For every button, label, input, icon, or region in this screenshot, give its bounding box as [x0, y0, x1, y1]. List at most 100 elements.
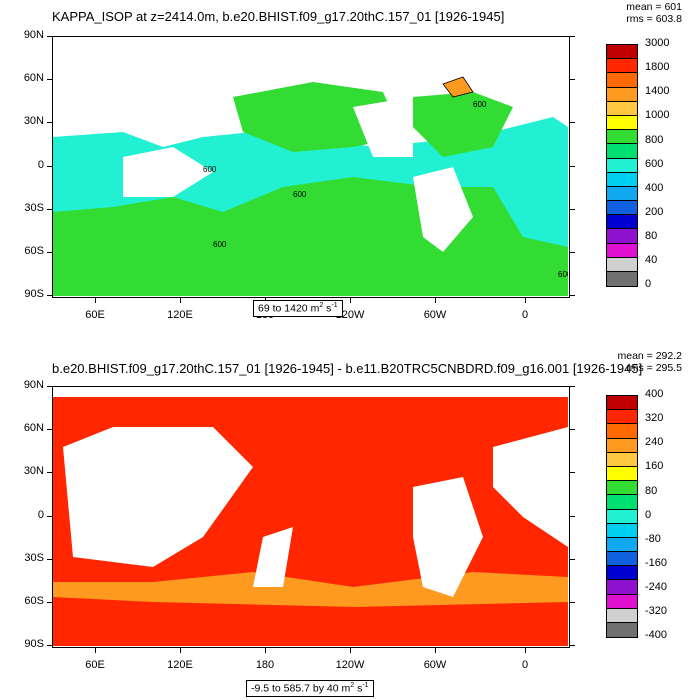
panel1-ytick — [47, 295, 53, 296]
contour-label: 600 — [558, 270, 568, 279]
colorbar-label: 800 — [645, 133, 664, 146]
panel1-ytick — [569, 79, 575, 81]
contour-label: 600 — [473, 100, 487, 109]
panel2-map-field — [53, 387, 568, 646]
panel1-ytick — [569, 36, 575, 37]
colorbar-label: 400 — [645, 388, 664, 400]
panel1-colorbar — [606, 44, 638, 288]
panel2-ytick — [47, 386, 53, 387]
colorbar-label: 1000 — [645, 109, 670, 122]
panel1-map: 600 600 600 600 600 — [52, 36, 570, 298]
colorbar-label: 0 — [645, 508, 652, 521]
panel1-xtick — [435, 297, 436, 303]
colorbar-label: 200 — [645, 205, 664, 218]
colorbar-label: 0 — [645, 278, 652, 291]
panel2-ytick — [47, 515, 53, 517]
land-asia-australia — [63, 427, 253, 567]
panel2-stats: mean = 292.2 rms = 295.5 — [617, 350, 682, 374]
panel2-ylabel: 0 — [37, 508, 44, 521]
panel1-range-box: 69 to 1420 m2 s-1 — [253, 300, 343, 317]
colorbar-swatch — [607, 87, 637, 102]
colorbar-swatch — [607, 158, 637, 173]
panel1-stats: mean = 601 rms = 603.8 — [626, 1, 682, 25]
panel2-xtick — [525, 647, 526, 653]
panel1-rms: rms = 603.8 — [626, 13, 682, 25]
land-south-america — [413, 167, 473, 252]
panel1-ylabel: 30N — [23, 115, 44, 128]
contour-label: 600 — [293, 190, 307, 199]
panel2-xlabel: 180 — [255, 659, 275, 671]
panel1-ylabel: 90S — [24, 288, 44, 300]
contour-label: 600 — [203, 165, 217, 174]
panel1-range-text: 69 to 1420 — [258, 302, 308, 315]
land-arctic-edge — [53, 387, 568, 397]
panel1-ytick — [569, 122, 575, 124]
colorbar-swatch — [607, 115, 637, 131]
panel1-ylabel: 30S — [24, 201, 44, 214]
colorbar-swatch — [607, 452, 637, 467]
colorbar-swatch — [607, 243, 637, 258]
panel1-xlabel: 120W — [335, 309, 365, 321]
panel2-ytick — [47, 558, 53, 560]
colorbar-swatch — [607, 257, 637, 272]
land-africa — [493, 427, 568, 547]
panel1-ylabel: 60N — [23, 72, 44, 85]
panel1-range-tail: s — [323, 302, 332, 315]
colorbar-swatch — [607, 523, 637, 538]
panel1-xlabel: 120E — [167, 309, 193, 321]
panel1-ytick — [47, 251, 53, 253]
panel1-range-sup: 2 — [319, 302, 324, 309]
land-australia — [123, 147, 213, 197]
colorbar-label: 3000 — [645, 37, 670, 49]
panel2-xlabel: 0 — [521, 659, 529, 671]
panel2-xtick — [265, 647, 266, 653]
panel2-ytick — [569, 472, 575, 474]
colorbar-swatch — [607, 537, 637, 553]
colorbar-swatch — [607, 229, 637, 244]
panel2-ytick — [47, 645, 53, 646]
panel2-ytick — [47, 601, 53, 603]
panel2-ytick — [569, 645, 575, 646]
colorbar-swatch — [607, 59, 637, 74]
colorbar-label: 160 — [645, 460, 664, 473]
panel1-xtick — [525, 297, 526, 303]
panel2-map — [52, 386, 570, 648]
colorbar-swatch — [607, 623, 637, 638]
colorbar-label: 1800 — [645, 61, 670, 74]
colorbar-label: 240 — [645, 436, 664, 449]
panel1-xlabel: 0 — [521, 309, 529, 321]
colorbar-swatch — [607, 580, 637, 595]
colorbar-swatch — [607, 201, 637, 216]
panel1-xtick — [95, 297, 96, 303]
panel1-ytick — [47, 122, 53, 124]
panel1-ylabel: 60S — [24, 244, 44, 257]
panel1-ytick — [569, 165, 575, 167]
colorbar-swatch — [607, 101, 637, 116]
panel2-range-units: m — [341, 682, 351, 695]
panel2-xlabel: 60E — [85, 659, 105, 671]
colorbar-label: 80 — [645, 230, 658, 243]
land-new-zealand — [253, 527, 293, 587]
colorbar-swatch — [607, 566, 637, 581]
colorbar-swatch — [607, 481, 637, 496]
panel2-xtick — [350, 647, 351, 653]
panel2-range-box: -9.5 to 585.7 by 40 m2 s-1 — [246, 680, 374, 697]
panel2-ytick — [569, 429, 575, 431]
panel2-xtick — [180, 647, 181, 653]
ocean-nordic-orange — [442, 76, 474, 98]
panel1-xlabel: 60W — [423, 309, 447, 321]
panel1-ytick — [569, 251, 575, 253]
colorbar-swatch — [607, 396, 637, 411]
panel1-mean: mean = 601 — [626, 1, 682, 13]
panel2-colorbar — [606, 395, 638, 639]
colorbar-swatch — [607, 272, 637, 287]
colorbar-swatch — [607, 608, 637, 623]
colorbar-swatch — [607, 552, 637, 567]
colorbar-label: 80 — [645, 484, 658, 497]
colorbar-label: -320 — [645, 605, 668, 618]
panel2-range-sup: 2 — [350, 682, 355, 689]
panel2-ylabel: 90N — [23, 379, 44, 391]
colorbar-swatch — [607, 172, 637, 187]
colorbar-label: 600 — [645, 157, 664, 170]
colorbar-swatch — [607, 495, 637, 510]
